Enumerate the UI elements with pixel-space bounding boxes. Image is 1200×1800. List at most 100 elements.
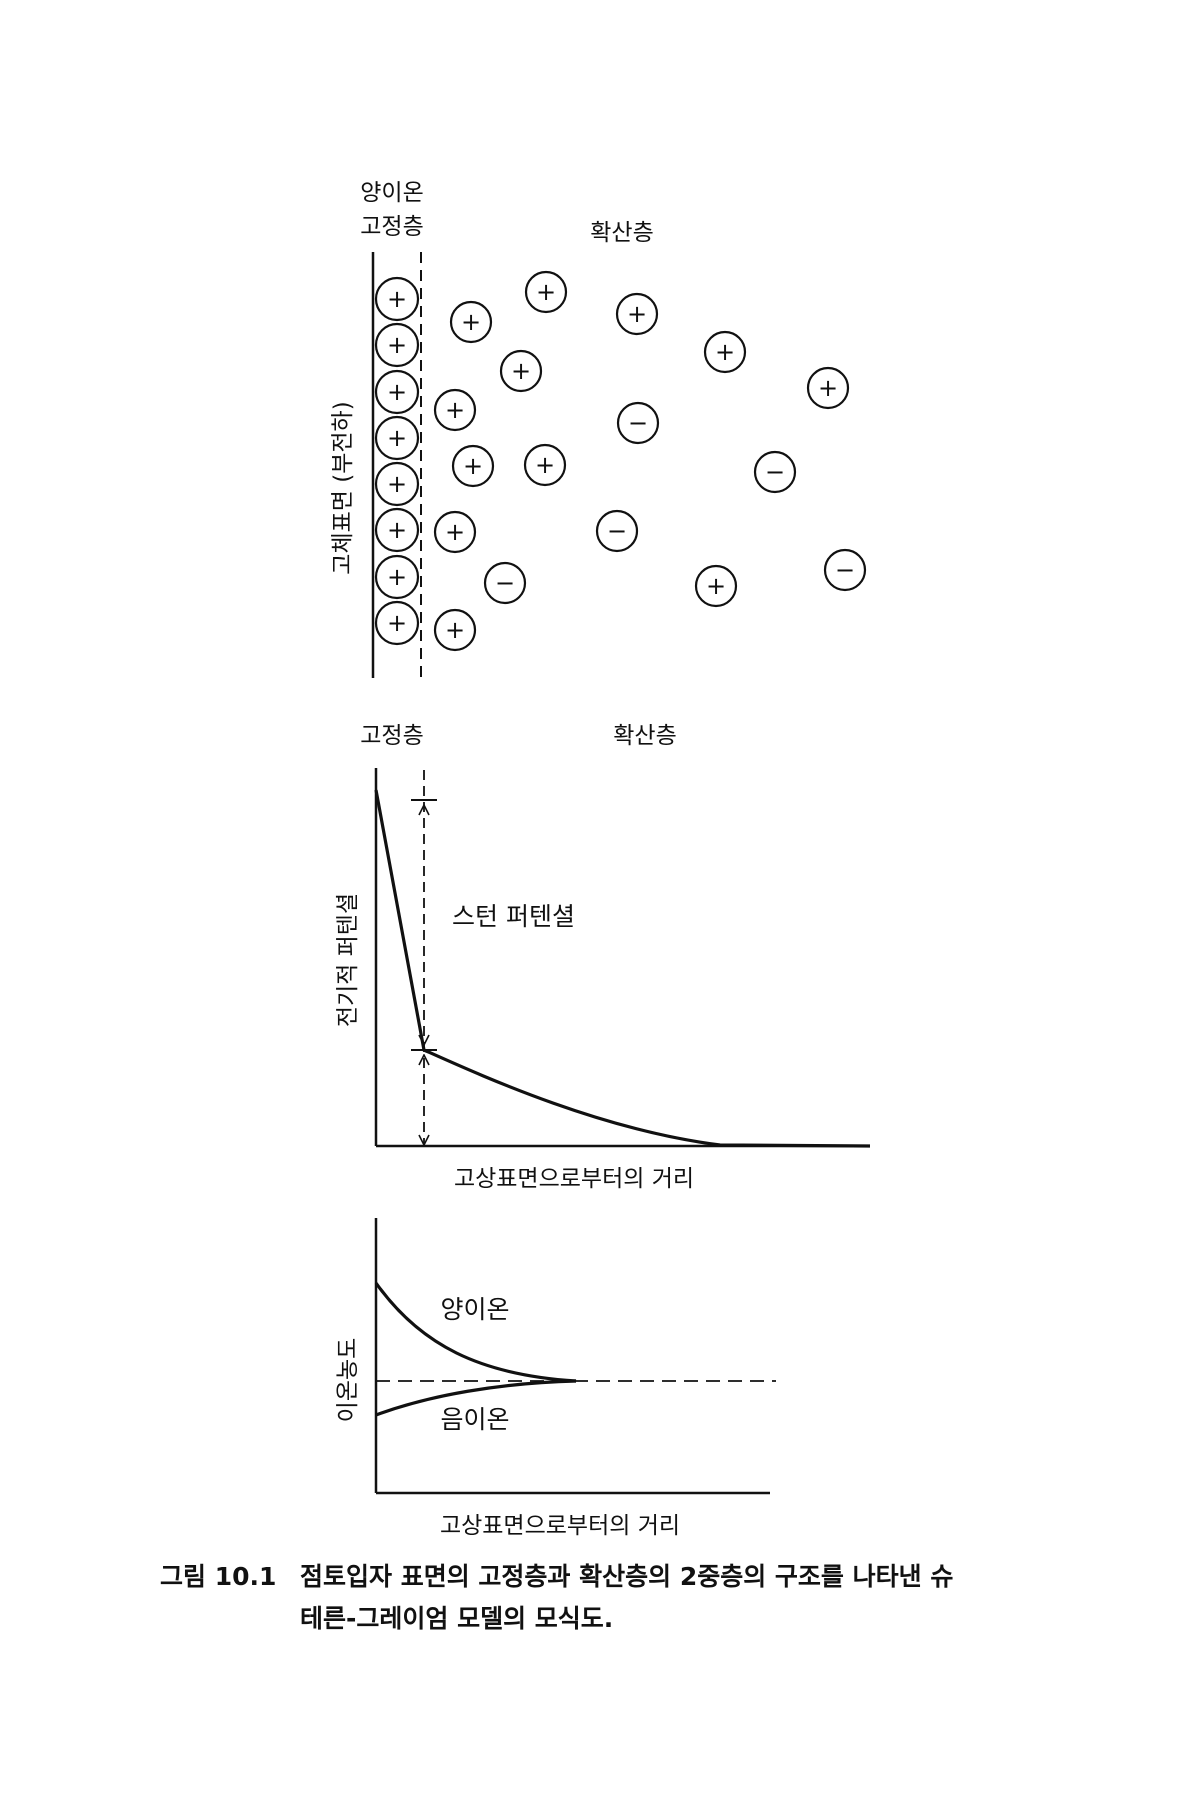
cation-curve: [374, 1282, 577, 1383]
fixed-cation: +: [374, 461, 420, 507]
fixed-cation-sign: +: [387, 470, 407, 498]
diffuse-cation-circle: [449, 300, 493, 344]
diffuse-layer-label-2: 확산층: [613, 723, 676, 749]
fixed-cation-circle: [374, 322, 420, 368]
diffuse-anion: −: [595, 509, 639, 553]
diffuse-cation-circle: [806, 366, 850, 410]
diffuse-anion-sign: −: [607, 517, 627, 545]
diffuse-anion: −: [483, 561, 527, 605]
diffuse-cation: +: [433, 388, 477, 432]
concentration-x-label: 고상표면으로부터의 거리: [440, 1513, 680, 1539]
fixed-layer-label-2: 고정층: [360, 723, 423, 749]
diffuse-anion-sign: −: [765, 458, 785, 486]
fixed-cation-sign: +: [387, 609, 407, 637]
diffuse-anion-sign: −: [628, 409, 648, 437]
potential-panel: 고정층 확산층 스턴 퍼텐셜 전기적 퍼텐셜 고상표면으로부터의 거리: [335, 723, 871, 1192]
diffuse-cation-circle: [433, 608, 477, 652]
diffuse-cation: +: [451, 444, 495, 488]
solid-surface-label: 고체표면 (부전하): [330, 401, 356, 574]
fixed-cation: +: [374, 507, 420, 553]
diffuse-cation-sign: +: [461, 308, 481, 336]
fixed-cation: +: [374, 600, 420, 646]
fixed-cation: +: [374, 322, 420, 368]
fixed-cation-circle: [374, 415, 420, 461]
diffuse-ion-cloud: + + + + + + + − + + − + − − + − +: [433, 270, 867, 652]
diffuse-cation: +: [615, 292, 659, 336]
fixed-cation-circle: [374, 461, 420, 507]
fixed-cation-circle: [374, 600, 420, 646]
diffuse-cation: +: [806, 366, 850, 410]
diffuse-cation: +: [703, 330, 747, 374]
fixed-cation-sign: +: [387, 516, 407, 544]
fixed-cation-sign: +: [387, 563, 407, 591]
fixed-layer-label: 고정층: [360, 214, 423, 240]
caption-line-1: 그림 10.1 점토입자 표면의 고정층과 확산층의 2중층의 구조를 나타낸 슈: [160, 1556, 1140, 1598]
potential-curve: [374, 789, 871, 1148]
diffuse-cation: +: [449, 300, 493, 344]
diffuse-cation-sign: +: [818, 374, 838, 402]
figure-number: 그림 10.1: [160, 1562, 277, 1591]
diffuse-cation-sign: +: [445, 616, 465, 644]
caption-text-1: 점토입자 표면의 고정층과 확산층의 2중층의 구조를 나타낸 슈: [300, 1562, 954, 1591]
diffuse-cation-sign: +: [536, 278, 556, 306]
fixed-cation: +: [374, 276, 420, 322]
diffuse-cation: +: [523, 443, 567, 487]
cation-fixed-label: 양이온: [360, 180, 423, 206]
diffuse-anion: −: [823, 548, 867, 592]
diffuse-cation-sign: +: [535, 451, 555, 479]
diffuse-cation: +: [694, 564, 738, 608]
diffuse-cation-circle: [433, 388, 477, 432]
fixed-cation-sign: +: [387, 331, 407, 359]
diffuse-cation-circle: [694, 564, 738, 608]
diffuse-cation-sign: +: [715, 338, 735, 366]
diffuse-cation-sign: +: [511, 357, 531, 385]
diffuse-layer-label: 확산층: [590, 220, 653, 246]
potential-y-label: 전기적 퍼텐셜: [335, 893, 361, 1027]
concentration-y-label: 이온농도: [335, 1338, 361, 1423]
diffuse-cation-sign: +: [627, 300, 647, 328]
diffuse-cation-circle: [433, 510, 477, 554]
fixed-cation-circle: [374, 276, 420, 322]
fixed-cation: +: [374, 369, 420, 415]
diffuse-anion-sign: −: [835, 556, 855, 584]
diffuse-cation-sign: +: [706, 572, 726, 600]
fixed-cation: +: [374, 554, 420, 600]
fixed-cation: +: [374, 415, 420, 461]
fixed-cation-circle: [374, 554, 420, 600]
diffuse-cation-circle: [524, 270, 568, 314]
diffuse-cation-circle: [499, 349, 543, 393]
anion-curve-label: 음이온: [440, 1405, 509, 1434]
fixed-ion-column: + + + + + + + +: [374, 276, 420, 646]
anion-curve: [375, 1379, 577, 1417]
diffuse-anion-circle: [753, 450, 797, 494]
layer-structure-panel: 양이온 고정층 확산층 고체표면 (부전하) + + + + + + + + + + + + + + + −…: [330, 180, 867, 678]
cation-curve-label: 양이온: [440, 1295, 509, 1324]
diffuse-cation: +: [524, 270, 568, 314]
stern-potential-label: 스턴 퍼텐셜: [452, 902, 575, 931]
diffuse-cation-sign: +: [445, 518, 465, 546]
diffuse-cation-circle: [451, 444, 495, 488]
diffuse-anion-circle: [483, 561, 527, 605]
fixed-cation-sign: +: [387, 378, 407, 406]
diffuse-cation-circle: [703, 330, 747, 374]
caption-line-2: 테른-그레이엄 모델의 모식도.: [300, 1604, 614, 1633]
diffuse-cation: +: [433, 510, 477, 554]
potential-x-label: 고상표면으로부터의 거리: [454, 1166, 694, 1192]
diffuse-cation-sign: +: [445, 396, 465, 424]
diffuse-anion-circle: [616, 401, 660, 445]
fixed-cation-sign: +: [387, 424, 407, 452]
fixed-cation-sign: +: [387, 285, 407, 313]
diffuse-cation-circle: [615, 292, 659, 336]
diffuse-anion-sign: −: [495, 569, 515, 597]
diffuse-anion: −: [753, 450, 797, 494]
fixed-cation-circle: [374, 369, 420, 415]
fixed-cation-circle: [374, 507, 420, 553]
diffuse-anion-circle: [823, 548, 867, 592]
diffuse-cation-circle: [523, 443, 567, 487]
concentration-panel: 양이온 음이온 이온농도 고상표면으로부터의 거리: [335, 1218, 776, 1539]
figure-caption: 그림 10.1 점토입자 표면의 고정층과 확산층의 2중층의 구조를 나타낸 슈…: [160, 1556, 1140, 1640]
diffuse-anion: −: [616, 401, 660, 445]
diffuse-cation: +: [499, 349, 543, 393]
diffuse-cation: +: [433, 608, 477, 652]
